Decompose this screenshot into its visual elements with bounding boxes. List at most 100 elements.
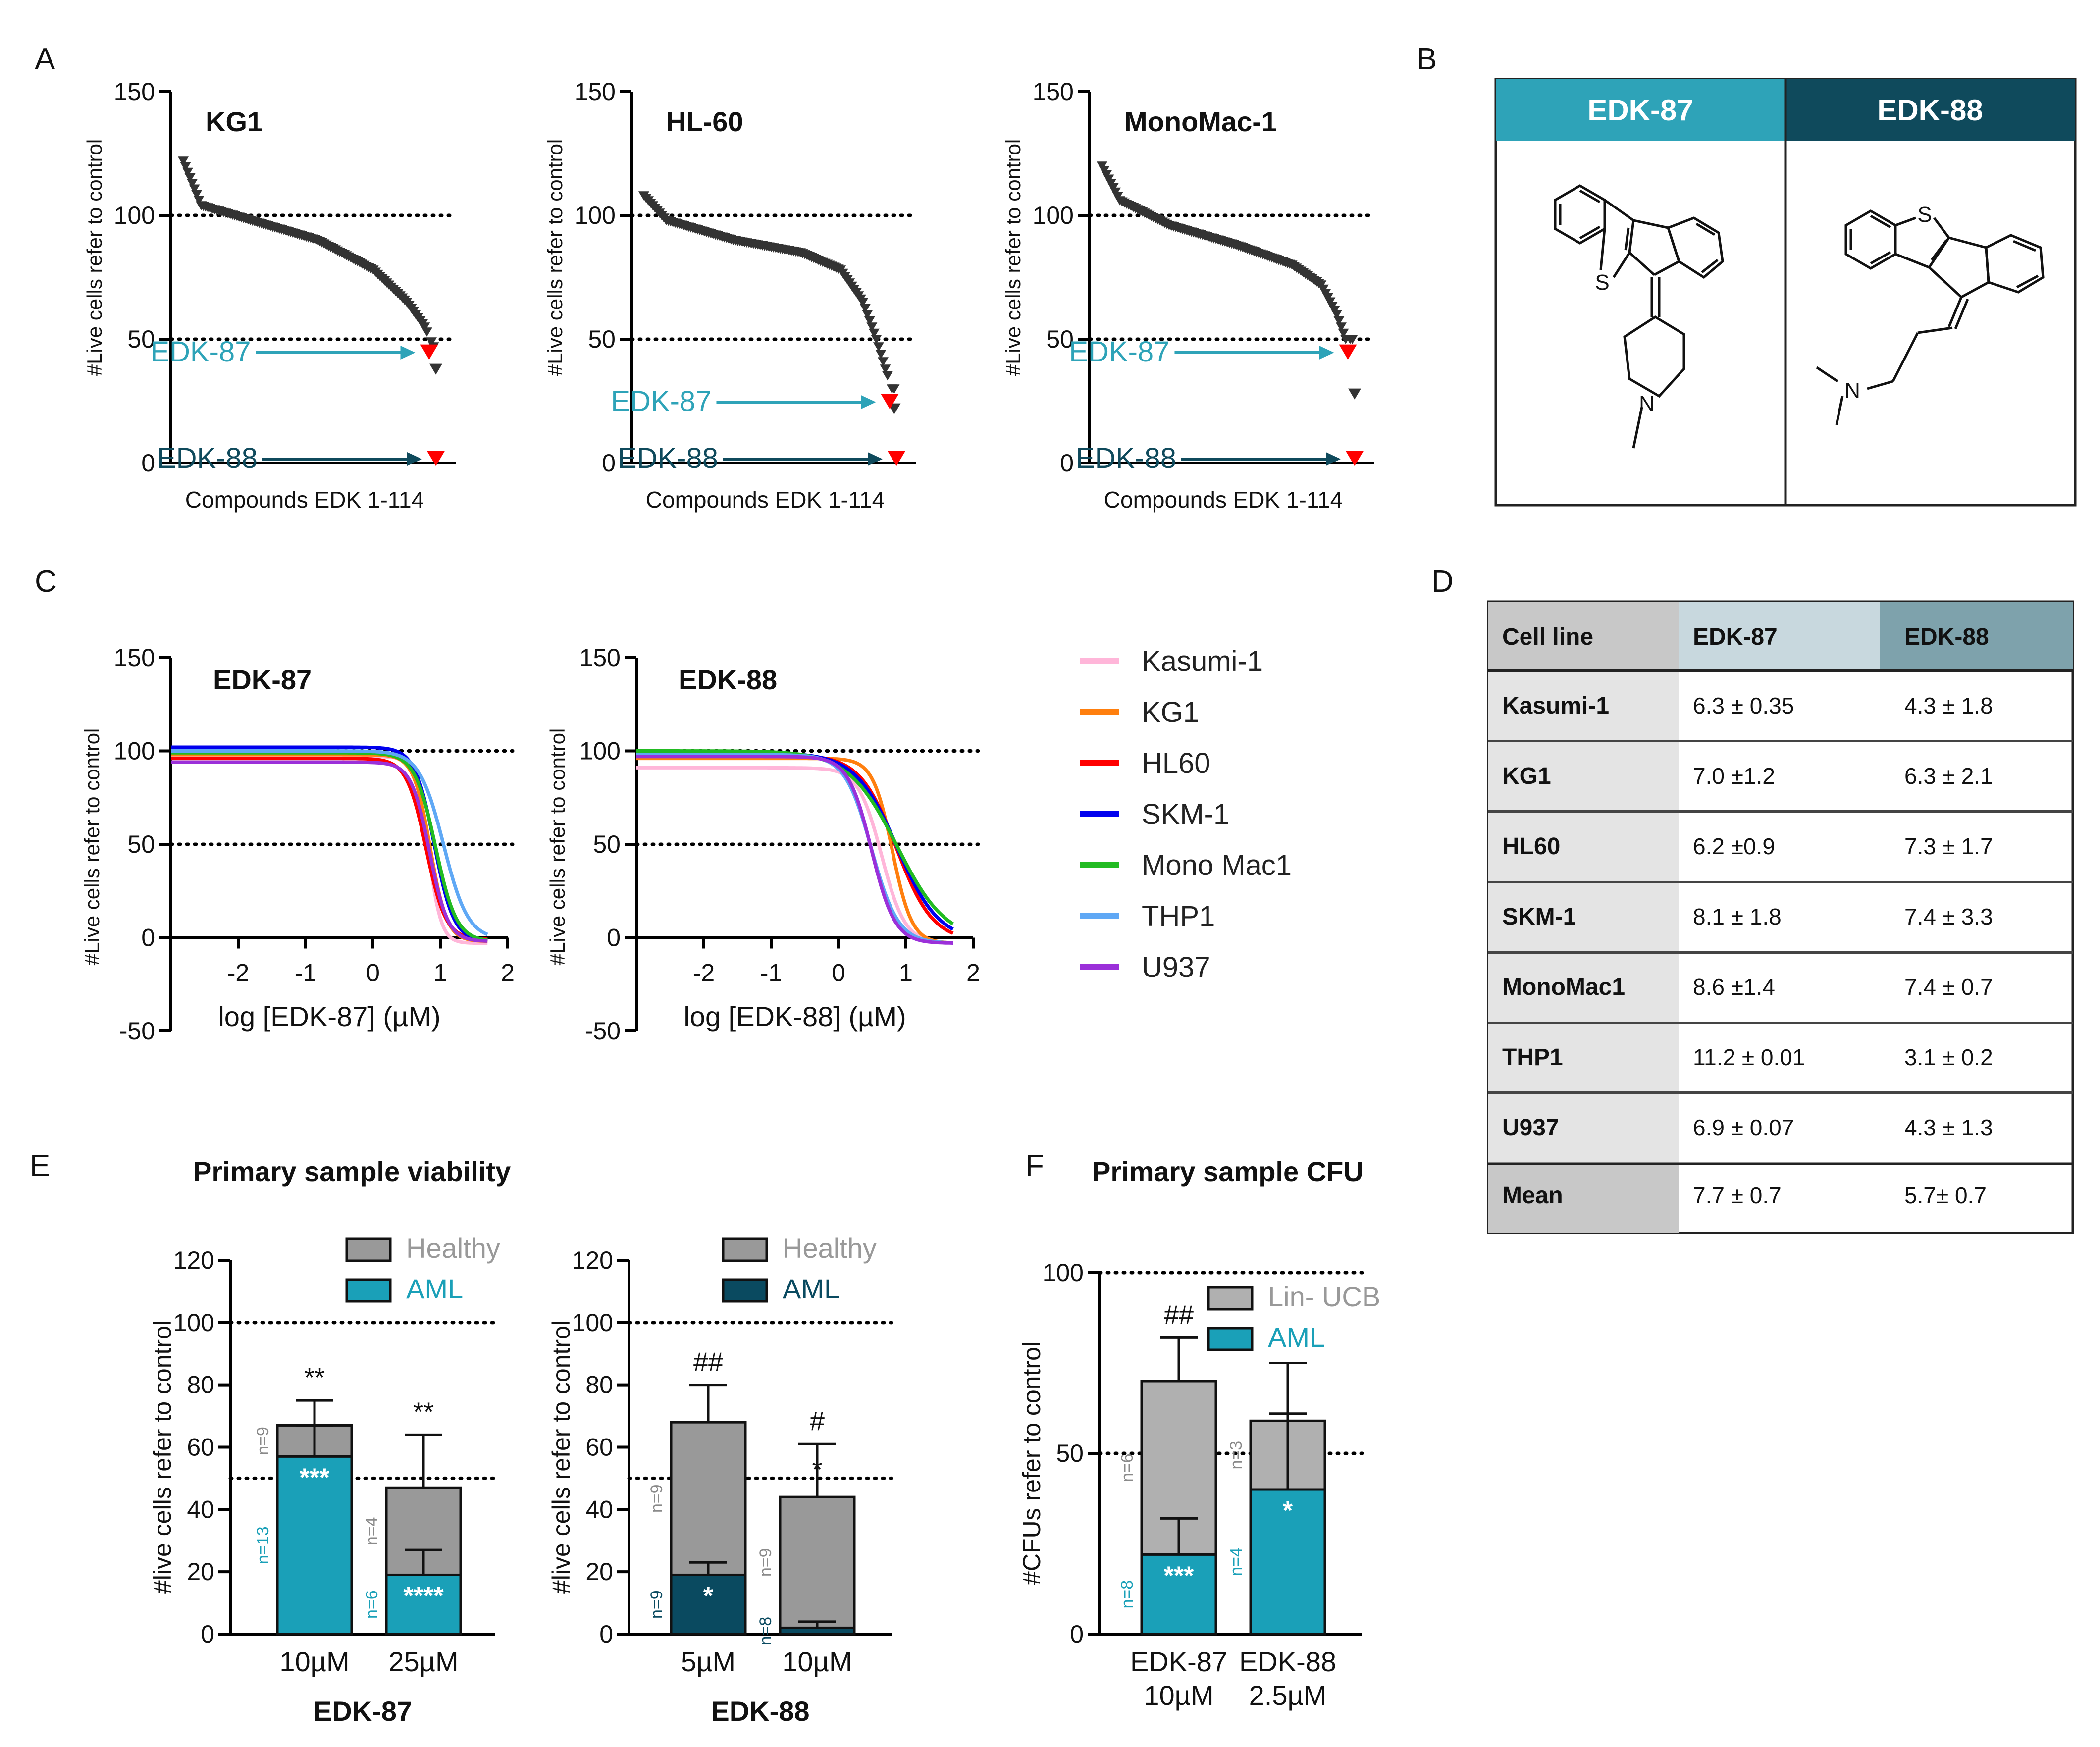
e-edk88-bar-aml [670,1573,747,1636]
e-edk87-category-label: 25µM [388,1646,458,1677]
c-edk87-x-tick-label: 0 [366,959,380,987]
a-hl60-compound-point [889,384,900,394]
c-edk88-y-tick-label: -50 [585,1017,621,1045]
a-monomac1-y-tick-label: 50 [1046,325,1074,353]
e-edk88-sig-inner: **** [797,1635,838,1663]
f-cfu-n-lin--ucb: n=3 [1227,1441,1246,1470]
a-hl60-compound-point [873,342,884,352]
row-edk87-skm-1: 8.1 ± 1.8 [1693,904,1782,929]
a-hl60-compound-point [877,357,889,366]
c-edk87-y-tick-label: -50 [119,1017,155,1045]
e-edk88-category-label: 10µM [782,1646,852,1677]
c-edk87-y-tick-label: 100 [114,737,155,765]
a-hl60-x-label: Compounds EDK 1-114 [646,487,885,513]
chart-c-legend: Kasumi-1 KG1 HL60 SKM-1 Mono Mac1 THP1 U937 [1080,645,1292,983]
a-kg1-x-label: Compounds EDK 1-114 [185,487,424,513]
chart-e-edk87: 0 20 40 60 80 100 120 #live cells refer to cont… [149,1233,500,1727]
c-edk88-x-tick-label: 2 [966,959,980,987]
a-hl60-title: HL-60 [666,106,743,137]
row-edk87-hl60: 6.2 ±0.9 [1693,833,1775,859]
a-monomac1-arrow-head [1326,452,1341,466]
c-edk87-title: EDK-87 [213,664,312,695]
a-hl60-y-tick-label: 100 [575,202,616,229]
a-monomac1-compound-point [1348,388,1361,400]
c-edk87-curve-u937 [171,760,488,943]
f-cfu-bar-aml [1140,1553,1217,1636]
row-edk87-monomac1: 8.6 ±1.4 [1693,974,1775,1000]
a-hl60-label-edk-88: EDK-88 [618,442,718,474]
f-cfu-sig-inner: *** [1164,1561,1194,1590]
e-edk88-n-healthy: n=9 [756,1548,775,1577]
a-hl60-highlight-edk-87 [881,394,899,410]
e-edk87-y-tick-label: 20 [187,1558,214,1586]
a-hl60-compound-point [882,371,893,381]
c-edk88-y-tick-label: 50 [593,830,621,858]
e-edk88-y-tick-label: 100 [572,1309,613,1336]
row-label-kg1: KG1 [1502,763,1551,789]
header-edk87: EDK-87 [1693,624,1778,650]
c-edk87-y-tick-label: 50 [127,830,155,858]
row-label-u937: U937 [1502,1115,1559,1141]
c-edk88-curve-u937 [636,755,953,945]
f-cfu-n-aml: n=8 [1118,1580,1137,1609]
row-edk88-monomac1: 7.4 ± 0.7 [1904,974,1993,1000]
a-kg1-compound-point [180,162,191,172]
a-kg1-label-edk-87: EDK-87 [150,336,251,368]
e-edk87-n-aml: n=6 [363,1590,381,1619]
c-edk87-curve-kasumi-1 [171,755,488,945]
a-hl60-compound-point [868,328,880,338]
panel-letter-c: C [35,565,57,599]
a-kg1-compound-point [193,195,205,205]
e-edk87-legend-label-aml: AML [406,1273,463,1304]
legend-label-thp1: THP1 [1142,900,1215,932]
c-edk88-title: EDK-88 [679,664,777,695]
e-edk88-bar-aml [779,1626,856,1636]
a-monomac1-compound-point [1338,328,1349,338]
a-monomac1-label-edk-88: EDK-88 [1076,442,1176,474]
c-edk87-x-tick-label: -1 [295,959,316,987]
a-kg1-compound-point [187,179,198,188]
a-hl60-compound-point [864,316,875,326]
e-edk88-y-label: #live cells refer to control [547,1320,575,1594]
c-edk88-x-label: log [EDK-88] (µM) [683,1001,906,1032]
e-edk88-legend-label-healthy: Healthy [783,1233,877,1264]
e-edk88-sig-inner: * [703,1582,714,1610]
c-edk88-x-tick-label: -1 [760,959,782,987]
legend-label-u937: U937 [1142,951,1210,983]
e-edk87-y-tick-label: 40 [187,1495,214,1523]
f-cfu-y-tick-label: 50 [1056,1439,1084,1467]
f-cfu-category-label: 10µM [1144,1680,1213,1711]
panel-letter-f: F [1025,1149,1044,1183]
edk88-nitrogen: N [1844,378,1860,403]
edk87-benzene-ring [1666,216,1724,279]
e-edk87-sig-top: ** [413,1397,434,1427]
chart-c-edk88: -50 0 50 100 150 -2 -1 0 1 2 log [EDK-88] (µM) #Liv… [546,644,980,1045]
a-kg1-compound-point [191,190,203,200]
chart-e-edk88: 0 20 40 60 80 100 120 #live cells refer to cont… [547,1233,893,1727]
f-cfu-sig-top: ## [1164,1300,1194,1330]
header-cell-bg-1 [1488,602,1679,671]
row-edk88-hl60: 7.3 ± 1.7 [1904,833,1993,859]
e-edk88-y-tick-label: 40 [585,1495,613,1523]
row-edk87-u937: 6.9 ± 0.07 [1693,1115,1794,1140]
f-cfu-n-lin--ucb: n=6 [1118,1453,1137,1482]
panel-letter-b: B [1417,42,1437,76]
c-edk88-x-tick-label: 0 [832,959,845,987]
row-edk87-thp1: 11.2 ± 0.01 [1693,1044,1805,1070]
a-hl60-arrow-head [868,452,883,466]
panel-letter-d: D [1431,565,1454,599]
a-monomac1-y-tick-label: 100 [1033,202,1074,229]
e-edk87-bar-aml [276,1455,353,1636]
e-edk87-title: EDK-87 [314,1696,412,1727]
f-cfu-legend-swatch [1207,1286,1254,1311]
f-cfu-legend-label-lin--ucb: Lin- UCB [1268,1281,1380,1312]
mean-label: Mean [1502,1182,1563,1209]
edk87-header: EDK-87 [1587,94,1693,127]
a-kg1-title: KG1 [206,106,262,137]
a-kg1-y-tick-label: 0 [141,449,155,477]
a-hl60-compound-point [859,304,871,313]
e-edk88-y-tick-label: 120 [572,1246,613,1274]
row-label-kasumi-1: Kasumi-1 [1502,693,1609,719]
legend-label-kasumi-1: Kasumi-1 [1142,645,1263,677]
